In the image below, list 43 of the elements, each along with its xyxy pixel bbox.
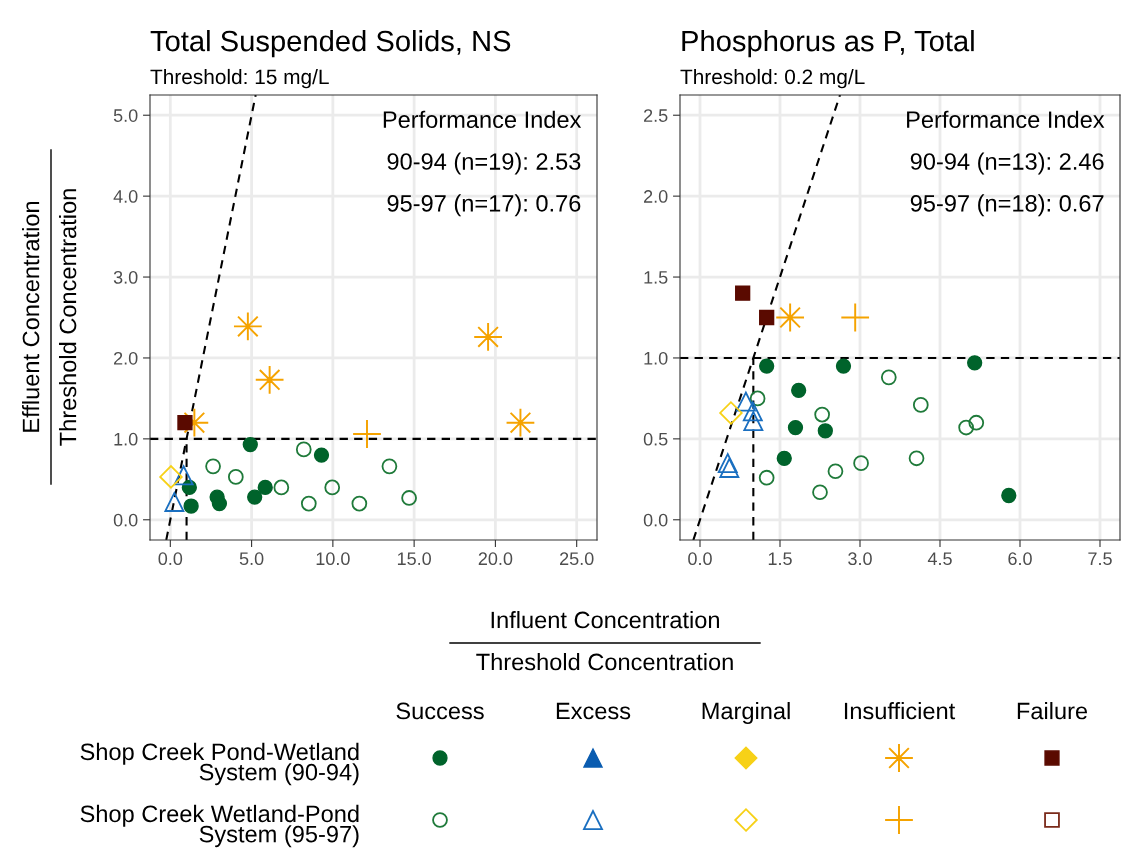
- x-tick-label: 25.0: [560, 552, 594, 566]
- x-tick-label: 0.0: [688, 552, 712, 566]
- x-axis-title: Influent Concentration Threshold Concentration: [476, 610, 733, 671]
- x-tick-label: 1.5: [768, 552, 792, 566]
- y-tick-label: 1.5: [644, 271, 668, 284]
- y-tick-label: 4.0: [113, 190, 138, 203]
- category-label: Failure: [1017, 701, 1088, 720]
- annotation: Performance Index: [907, 110, 1105, 129]
- chart-title: Phosphorus as P, Total: [682, 29, 974, 58]
- annotation: 90-94 (n=19): 2.53: [387, 152, 581, 175]
- annotation: 90-94 (n=13): 2.46: [910, 152, 1104, 175]
- chart-subtitle: Threshold: 0.2 mg/L: [680, 68, 865, 89]
- y-tick-label: 2.0: [644, 190, 668, 203]
- y-tick-label: 0.0: [643, 513, 668, 527]
- annotation: 95-97 (n=18): 0.67: [910, 194, 1104, 217]
- x-tick-label: 7.5: [1088, 552, 1112, 566]
- x-tick-label: 10.0: [316, 552, 350, 566]
- category-label: Shop Creek Wetland-Pond System (95-97): [80, 804, 359, 848]
- chart-subtitle: Threshold: 15 mg/L: [150, 68, 329, 89]
- y-tick-label: 3.0: [113, 270, 138, 284]
- x-tick-label: 0.0: [158, 552, 183, 566]
- y-tick-label: 2.0: [114, 351, 138, 365]
- category-label: Shop Creek Pond-Wetland System (90-94): [80, 742, 359, 786]
- x-tick-label: 20.0: [478, 552, 513, 566]
- x-tick-label: 4.5: [927, 552, 952, 566]
- y-tick-label: 5.0: [113, 109, 138, 122]
- y-axis-title: Effluent Concentration Threshold Concentration: [22, 189, 77, 446]
- category-label: Insufficient: [844, 701, 956, 720]
- y-tick-label: 2.5: [644, 109, 668, 122]
- category-label: Marginal: [702, 701, 790, 725]
- y-tick-label: 0.5: [643, 432, 668, 446]
- x-tick-label: 5.0: [239, 552, 264, 566]
- y-tick-label: 1.0: [114, 432, 138, 446]
- y-tick-label: 1.0: [644, 351, 668, 365]
- category-label: Success: [396, 702, 484, 720]
- annotation: 95-97 (n=17): 0.76: [387, 194, 581, 217]
- x-tick-label: 6.0: [1008, 552, 1032, 566]
- x-tick-label: 15.0: [397, 552, 431, 566]
- x-tick-label: 3.0: [848, 552, 872, 566]
- y-tick-label: 0.0: [113, 513, 138, 527]
- annotation: Performance Index: [383, 110, 582, 129]
- category-label: Excess: [556, 702, 631, 720]
- chart-title: Total Suspended Solids, NS: [150, 29, 511, 58]
